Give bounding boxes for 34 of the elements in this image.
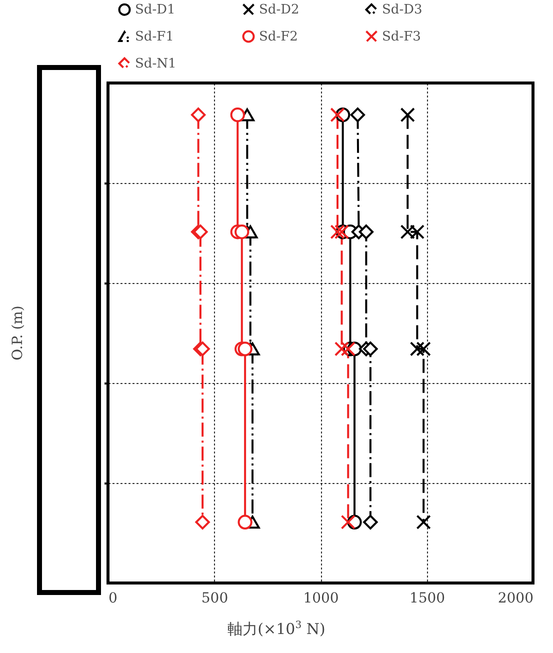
- point: [238, 342, 252, 356]
- x-tick-label: 500: [201, 590, 228, 606]
- legend-label: Sd-D2: [259, 2, 300, 18]
- point: [334, 342, 350, 356]
- point: [410, 224, 425, 240]
- point: [363, 342, 378, 356]
- point: [400, 108, 415, 122]
- point: [340, 514, 356, 530]
- legend-label: Sd-D1: [135, 2, 176, 18]
- point: [410, 342, 425, 356]
- point: [400, 224, 415, 240]
- point: [234, 224, 250, 240]
- x-tick-label: 2000: [498, 590, 534, 606]
- point: [358, 224, 374, 240]
- point: [330, 108, 345, 122]
- x-tick-label: 1500: [409, 590, 446, 606]
- x-axis-title: 軸力(×10$^{3}$ N): [226, 620, 326, 639]
- x-tick-label: 0: [108, 590, 118, 606]
- text: O.P. (m): [10, 306, 26, 360]
- legend-label: Sd-D3: [382, 2, 422, 18]
- point: [190, 108, 206, 122]
- point: [238, 514, 252, 530]
- legend-label: Sd-F3: [382, 30, 421, 44]
- legend-label: Sd-N1: [135, 56, 176, 72]
- legend-label: Sd-F1: [135, 30, 174, 44]
- point: [330, 224, 345, 240]
- point: [195, 514, 210, 530]
- point: [416, 342, 431, 356]
- point: [350, 108, 366, 122]
- x-tick-label: 1000: [303, 590, 339, 606]
- point: [363, 514, 378, 530]
- point: [416, 514, 431, 530]
- legend-label: Sd-F2: [259, 30, 298, 44]
- point: [230, 108, 245, 122]
